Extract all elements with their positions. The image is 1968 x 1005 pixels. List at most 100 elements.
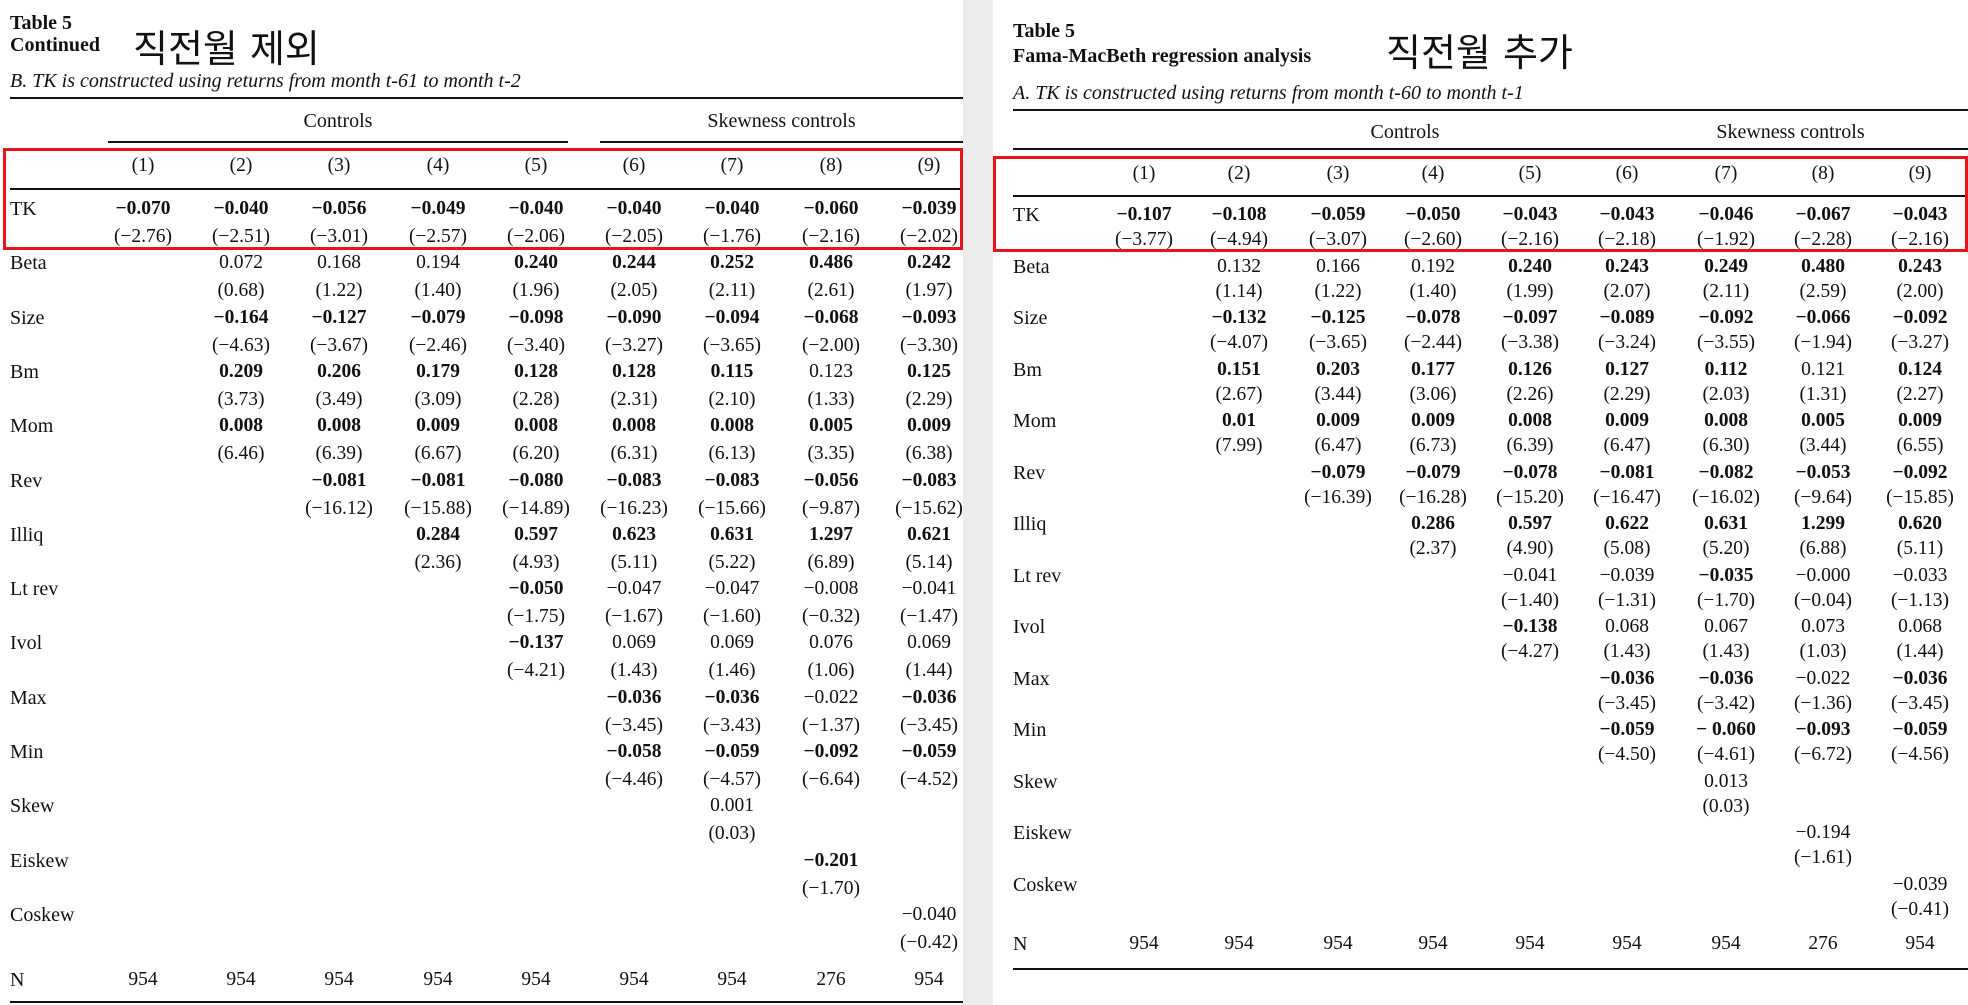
coefficient-cell: −0.127 [311, 306, 367, 328]
t-stat-cell: (−0.32) [801, 606, 861, 628]
coefficient-cell: 0.069 [710, 632, 754, 654]
coefficient-cell: −0.050 [508, 578, 564, 600]
n-cell: 954 [1224, 933, 1254, 954]
coefficient-cell: 0.240 [1508, 255, 1552, 277]
t-stat-cell: (−15.20) [1496, 486, 1564, 508]
row-label: Max [1013, 667, 1050, 690]
coefficient-cell: −0.050 [1405, 204, 1461, 225]
group-header-controls: Controls [303, 110, 373, 132]
coefficient-cell: −0.058 [606, 741, 662, 762]
coefficient-cell: −0.089 [1599, 307, 1655, 328]
coefficient-cell: −0.079 [1405, 461, 1461, 483]
coefficient-cell: 0.013 [1704, 770, 1748, 792]
t-stat-cell: (1.97) [905, 280, 953, 302]
table-label: Table 5 [1013, 20, 1076, 42]
coefficient-cell: 0.069 [907, 632, 951, 654]
t-stat-cell: (−15.85) [1886, 486, 1954, 508]
t-stat-cell: (−2.06) [506, 226, 566, 247]
column-header: (1) [1132, 163, 1156, 184]
t-stat-cell: (−2.46) [408, 334, 468, 356]
coefficient-cell: −0.080 [508, 469, 564, 491]
t-stat-cell: (−3.43) [702, 714, 762, 736]
t-stat-cell: (−16.47) [1593, 486, 1661, 508]
t-stat-cell: (2.05) [610, 280, 658, 302]
coefficient-cell: −0.059 [704, 741, 760, 762]
t-stat-cell: (−3.38) [1500, 332, 1560, 353]
row-label: Illiq [10, 523, 44, 546]
column-header: (4) [426, 155, 450, 176]
coefficient-cell: −0.049 [410, 198, 466, 219]
t-stat-cell: (5.20) [1702, 538, 1750, 559]
n-cell: 954 [1515, 933, 1545, 954]
row-label: Ivol [1013, 616, 1046, 638]
t-stat-cell: (2.11) [1702, 280, 1750, 302]
coefficient-cell: −0.040 [704, 198, 760, 219]
column-header: (3) [327, 155, 351, 176]
coefficient-cell: −0.040 [606, 198, 662, 219]
t-stat-cell: (−1.60) [702, 606, 762, 628]
coefficient-cell: 0.009 [1605, 410, 1649, 431]
coefficient-cell: 0.151 [1217, 358, 1261, 380]
coefficient-cell: −0.098 [508, 306, 564, 328]
t-stat-cell: (−4.56) [1890, 744, 1950, 765]
coefficient-cell: 0.005 [1801, 410, 1845, 431]
top-rule [10, 97, 963, 99]
column-header: (3) [1326, 163, 1350, 184]
coefficient-cell: −0.039 [1892, 873, 1948, 895]
t-stat-cell: (−4.50) [1597, 744, 1657, 765]
coefficient-cell: −0.041 [1502, 564, 1558, 586]
t-stat-cell: (−1.92) [1696, 229, 1756, 250]
row-label: Rev [10, 469, 43, 492]
t-stat-cell: (1.40) [414, 280, 462, 302]
t-stat-cell: (−9.87) [801, 497, 861, 519]
coefficient-cell: −0.059 [1892, 719, 1948, 740]
coefficient-cell: −0.060 [803, 198, 859, 219]
coefficient-cell: −0.090 [606, 306, 662, 328]
coefficient-cell: −0.043 [1502, 204, 1558, 225]
coefficient-cell: 0.177 [1411, 358, 1455, 380]
t-stat-cell: (6.55) [1896, 435, 1944, 456]
t-stat-cell: (−3.42) [1696, 692, 1756, 714]
coefficient-cell: 0.480 [1801, 255, 1845, 277]
t-stat-cell: (−1.70) [1696, 589, 1756, 611]
coefficient-cell: 0.252 [710, 252, 754, 274]
coefficient-cell: −0.107 [1116, 204, 1172, 225]
t-stat-cell: (−3.77) [1114, 229, 1174, 250]
t-stat-cell: (1.40) [1409, 280, 1457, 302]
panel-separator [963, 0, 993, 1005]
t-stat-cell: (−4.61) [1696, 744, 1756, 765]
t-stat-cell: (1.06) [807, 660, 855, 682]
t-stat-cell: (5.22) [708, 551, 756, 573]
t-stat-cell: (6.20) [512, 443, 560, 465]
t-stat-cell: (1.22) [1314, 280, 1362, 302]
table-panel-left: Table 5 Continued 직전월 제외 B. TK is constr… [0, 0, 963, 1005]
coefficient-cell: 0.067 [1704, 616, 1748, 637]
group-header-skewness: Skewness controls [1716, 121, 1865, 143]
t-stat-cell: (−3.30) [899, 334, 959, 356]
t-stat-cell: (3.35) [807, 443, 855, 465]
column-header: (9) [917, 155, 941, 176]
t-stat-cell: (1.03) [1799, 641, 1847, 662]
t-stat-cell: (−2.57) [408, 226, 468, 247]
t-stat-cell: (6.30) [1702, 435, 1750, 456]
coefficient-cell: −0.092 [1892, 307, 1948, 328]
t-stat-cell: (2.36) [414, 551, 462, 573]
controls-underline [108, 141, 568, 143]
header-underline [1013, 148, 1968, 150]
n-cell: 954 [914, 969, 944, 990]
t-stat-cell: (−3.27) [604, 334, 664, 356]
t-stat-cell: (6.88) [1799, 538, 1847, 559]
t-stat-cell: (4.90) [1506, 538, 1554, 559]
t-stat-cell: (1.43) [610, 660, 658, 682]
coefficient-cell: 0.127 [1605, 358, 1649, 380]
t-stat-cell: (6.31) [610, 443, 658, 465]
t-stat-cell: (5.14) [905, 551, 953, 573]
column-header: (4) [1421, 163, 1445, 184]
t-stat-cell: (6.73) [1409, 435, 1457, 456]
coefficient-cell: 0.068 [1898, 616, 1942, 637]
t-stat-cell: (3.44) [1799, 435, 1847, 456]
t-stat-cell: (3.73) [217, 388, 265, 410]
t-stat-cell: (−2.16) [1890, 229, 1950, 250]
t-stat-cell: (−1.94) [1793, 332, 1853, 353]
coefficient-cell: 0.622 [1605, 513, 1649, 534]
